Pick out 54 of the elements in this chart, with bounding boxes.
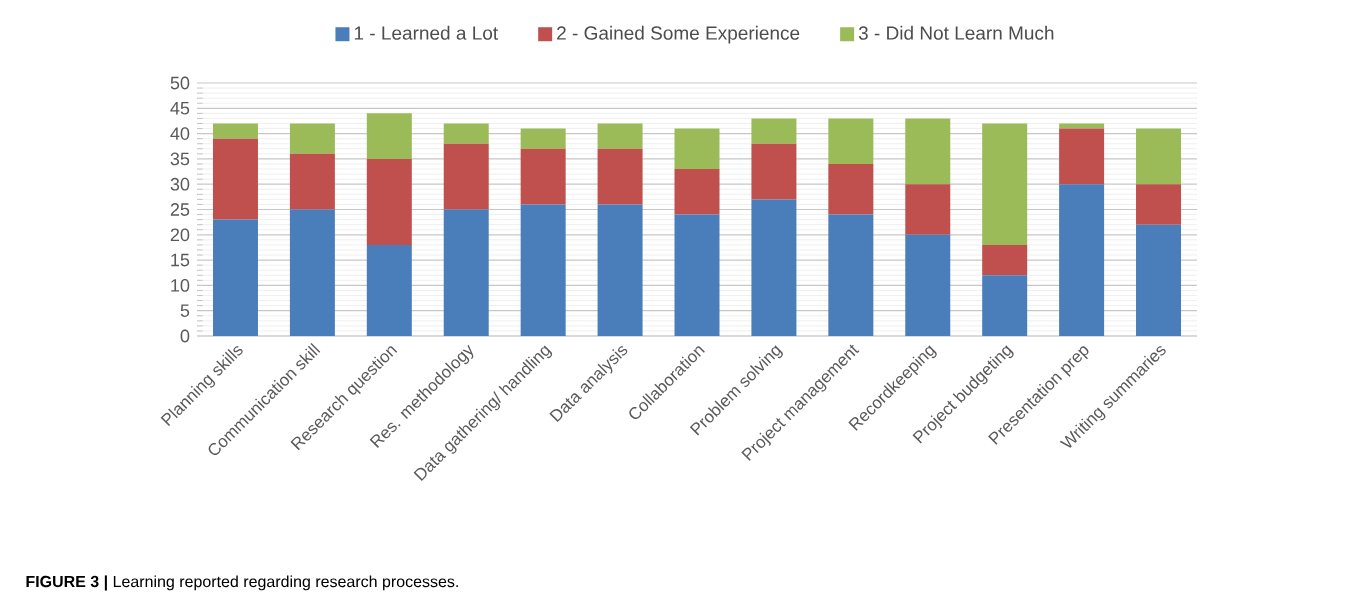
bar [674, 128, 720, 170]
bar [1059, 184, 1105, 336]
bar [982, 275, 1028, 336]
bar [597, 204, 643, 336]
bar [982, 123, 1028, 245]
bar [289, 153, 335, 210]
bar [1136, 128, 1182, 185]
y-tick-label: 35 [170, 152, 190, 166]
bar [982, 244, 1028, 276]
y-tick-label: 45 [170, 102, 190, 115]
y-tick-label: 30 [170, 177, 190, 191]
bar [905, 118, 951, 185]
bar [674, 169, 720, 215]
bar [366, 113, 412, 159]
y-tick-label: 0 [180, 329, 190, 343]
bar [366, 158, 412, 245]
bar [1059, 123, 1105, 129]
y-tick-label: 40 [170, 127, 190, 140]
y-tick-label: 15 [171, 253, 190, 267]
y-tick-label: 25 [170, 203, 190, 216]
bar [828, 163, 874, 215]
bar [212, 123, 258, 139]
bar [1059, 128, 1105, 185]
bar [212, 219, 258, 336]
bar [828, 118, 874, 164]
y-tick-label: 20 [170, 228, 190, 242]
legend-label: 1 - Learned a Lot [354, 25, 498, 40]
bar [751, 143, 797, 200]
bar [751, 199, 797, 336]
bar [1136, 224, 1182, 336]
bar [1136, 184, 1182, 225]
bar [674, 214, 720, 336]
bar [597, 123, 643, 149]
bar [443, 143, 489, 210]
bar [443, 123, 489, 144]
bar [905, 234, 951, 336]
y-tick-label: 10 [171, 279, 190, 292]
bar [366, 244, 412, 336]
legend-label: 3 - Did Not Learn Much [858, 25, 1054, 40]
bar [520, 204, 566, 336]
bar [751, 118, 797, 144]
bar [212, 138, 258, 220]
bar [443, 209, 489, 336]
bar [289, 123, 335, 154]
bar [905, 184, 951, 235]
bar [520, 148, 566, 205]
bar [597, 148, 643, 205]
bar [520, 128, 566, 149]
y-tick-label: 5 [180, 304, 190, 317]
text: FIGURE 3 | Learning reported regarding research processes. [26, 575, 458, 591]
legend-label: 2 - Gained Some Experience [557, 25, 800, 44]
bar [289, 209, 335, 336]
y-tick-label: 50 [170, 76, 190, 90]
bar [828, 214, 874, 336]
